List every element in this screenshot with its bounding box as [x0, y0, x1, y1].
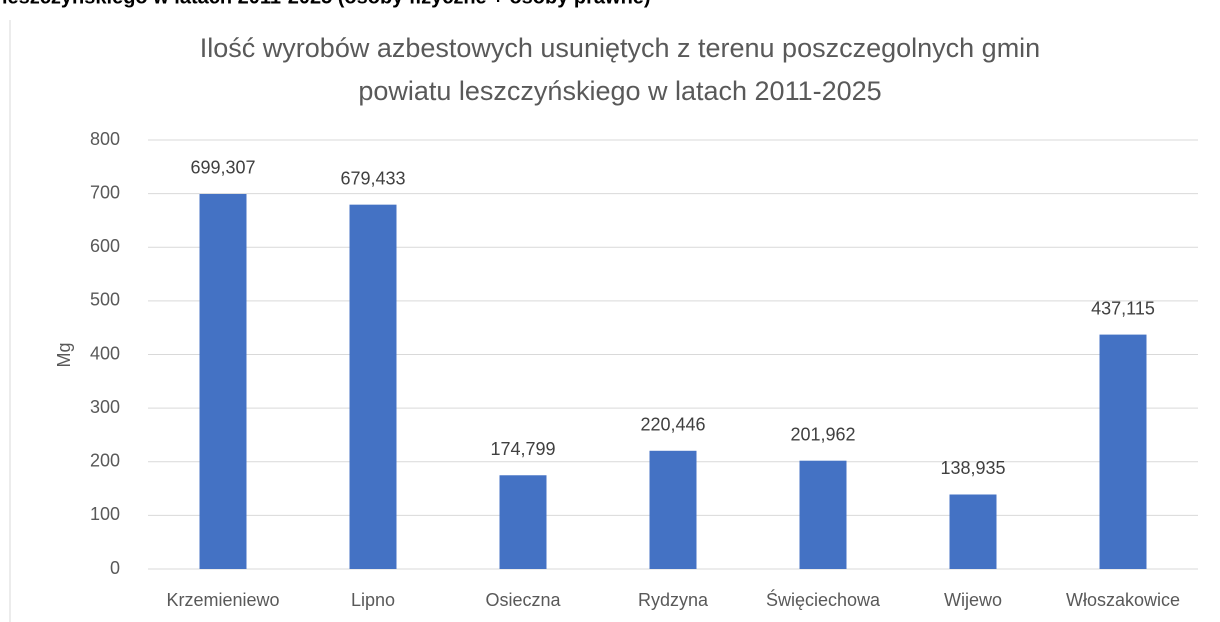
data-label: 699,307	[190, 158, 255, 178]
bar	[349, 204, 397, 569]
y-tick-label: 800	[90, 129, 120, 149]
y-tick-label: 300	[90, 397, 120, 417]
x-tick-label: Wijewo	[944, 590, 1002, 610]
x-tick-label: Święciechowa	[766, 589, 881, 610]
data-label: 174,799	[490, 439, 555, 459]
x-tick-label: Osieczna	[485, 590, 561, 610]
data-label: 220,446	[640, 415, 705, 435]
data-label: 679,433	[340, 168, 405, 188]
chart-title: powiatu leszczyńskiego w latach 2011-202…	[358, 76, 881, 106]
bar	[1099, 334, 1147, 569]
y-tick-label: 0	[110, 558, 120, 578]
bar	[649, 450, 697, 569]
chart-title: Ilość wyrobów azbestowych usuniętych z t…	[200, 33, 1040, 63]
y-axis-label: Mg	[54, 342, 74, 367]
bar	[199, 193, 247, 569]
y-tick-label: 200	[90, 451, 120, 471]
y-tick-label: 500	[90, 290, 120, 310]
data-label: 437,115	[1091, 298, 1155, 318]
x-tick-label: Włoszakowice	[1066, 590, 1180, 610]
y-tick-label: 100	[90, 504, 120, 524]
data-label: 201,962	[790, 424, 855, 444]
bar	[949, 494, 997, 569]
caption: leszczyńskiego w latach 2011-2025 (osoby…	[2, 0, 651, 8]
y-tick-label: 700	[90, 182, 120, 202]
y-tick-label: 600	[90, 236, 120, 256]
x-tick-label: Rydzyna	[638, 590, 709, 610]
y-tick-label: 400	[90, 343, 120, 363]
data-label: 138,935	[940, 458, 1005, 478]
bar	[799, 460, 847, 569]
bar	[499, 475, 547, 569]
x-tick-label: Krzemieniewo	[166, 590, 279, 610]
x-tick-label: Lipno	[351, 590, 395, 610]
